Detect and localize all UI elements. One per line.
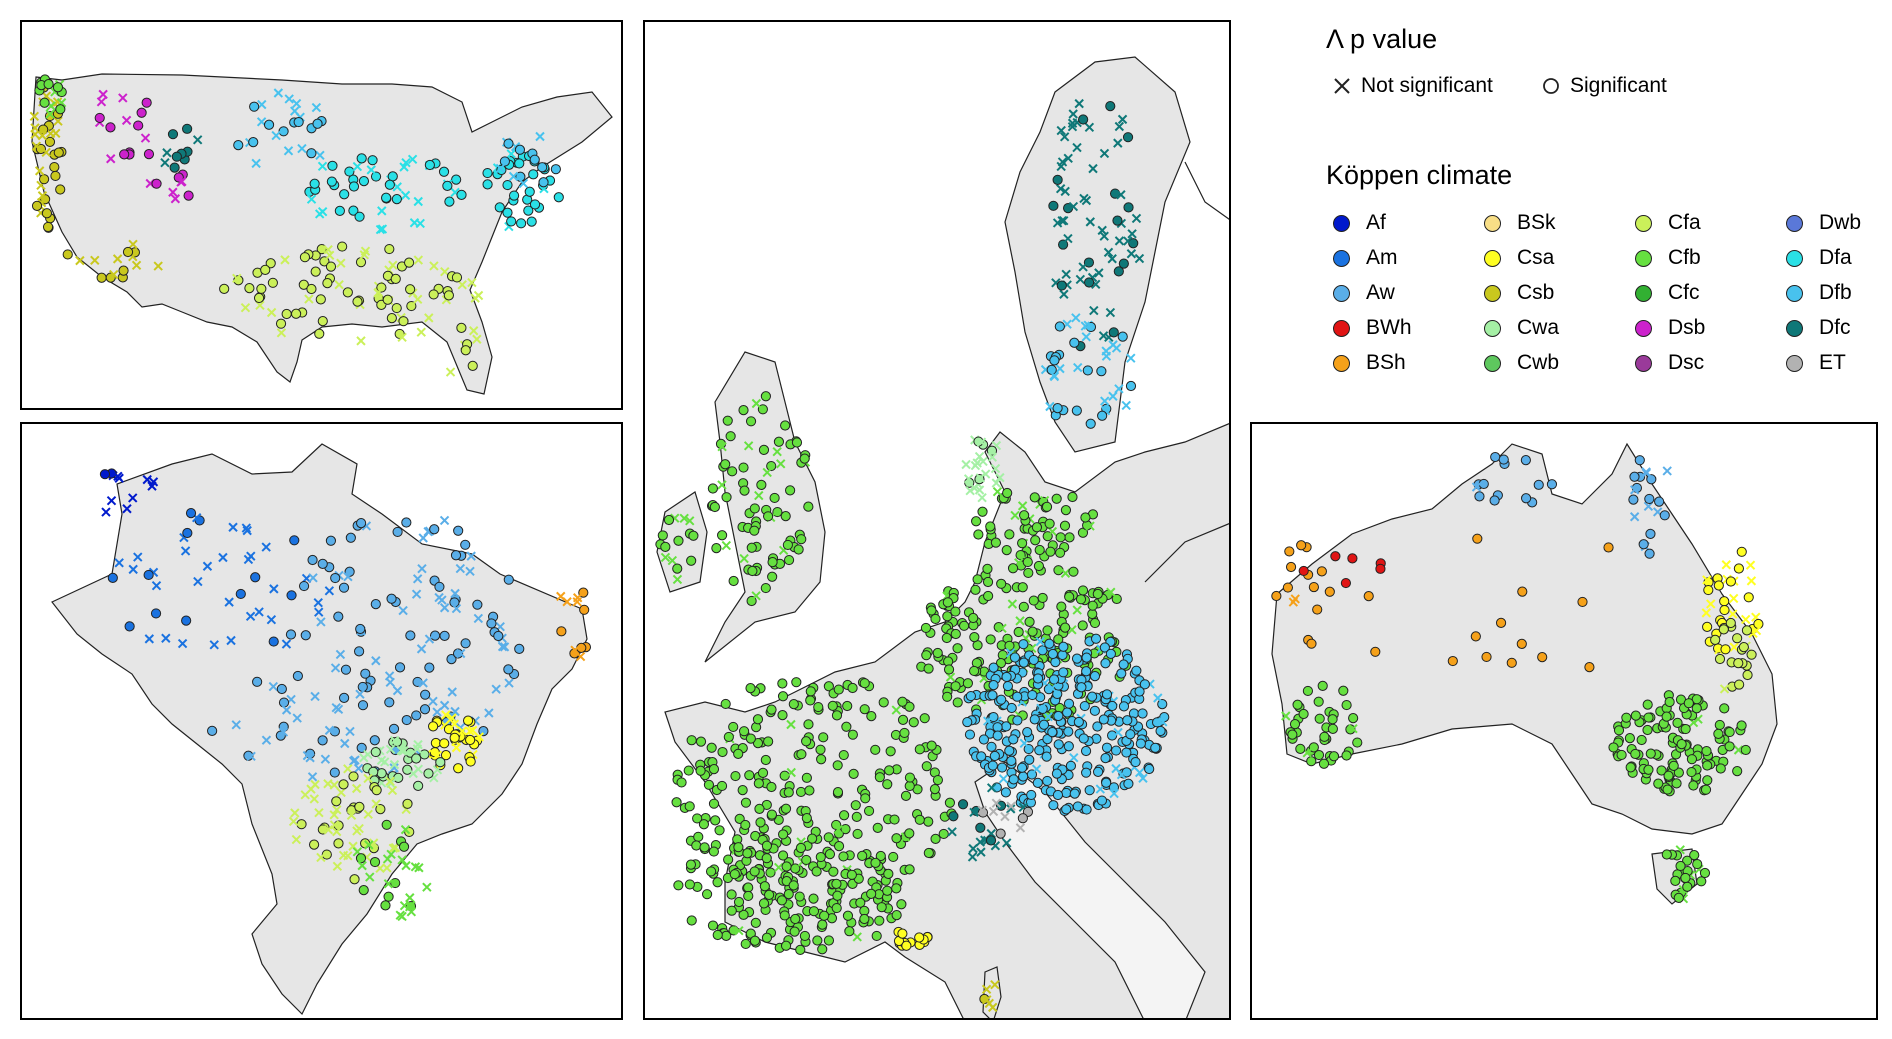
legend-swatch-cfc xyxy=(1635,284,1652,302)
legend-label-aw: Aw xyxy=(1366,281,1395,304)
legend-swatch-cfa xyxy=(1635,214,1652,232)
legend-label-cwa: Cwa xyxy=(1517,316,1560,339)
legend-swatch-dfb xyxy=(1786,284,1803,302)
legend-swatch-dwb xyxy=(1786,214,1803,232)
legend-label-cfb: Cfb xyxy=(1668,246,1701,269)
legend-swatch-bsk xyxy=(1484,214,1501,232)
usa-map xyxy=(29,73,613,395)
legend-swatch-dsc xyxy=(1635,354,1652,372)
legend-label-cfa: Cfa xyxy=(1668,211,1701,234)
cross-icon xyxy=(1334,78,1350,94)
legend-label-csa: Csa xyxy=(1517,246,1555,269)
legend-label-cfc: Cfc xyxy=(1668,281,1700,304)
legend-label-significant: Significant xyxy=(1570,74,1667,97)
legend-swatch-cfb xyxy=(1635,249,1652,267)
legend-swatch-cwa xyxy=(1484,319,1501,337)
legend-item-bsh: BSh xyxy=(1333,351,1473,375)
legend-item-bwh: BWh xyxy=(1333,316,1473,340)
europe-map xyxy=(655,56,1229,1018)
baltic-coast xyxy=(1144,523,1229,583)
legend-swatch-aw xyxy=(1333,284,1350,302)
legend-item-et: ET xyxy=(1786,351,1892,375)
legend-swatch-am xyxy=(1333,249,1350,267)
legend-label-dfc: Dfc xyxy=(1819,316,1851,339)
legend-label-dsc: Dsc xyxy=(1668,351,1705,374)
legend-item-af: Af xyxy=(1333,211,1473,235)
legend-label-af: Af xyxy=(1366,211,1386,234)
circle-icon xyxy=(1543,78,1559,94)
legend-item-aw: Aw xyxy=(1333,281,1473,305)
legend-label-csb: Csb xyxy=(1517,281,1555,304)
legend-label-bsh: BSh xyxy=(1366,351,1406,374)
map-panel-usa xyxy=(20,20,623,410)
legend-label-dfb: Dfb xyxy=(1819,281,1852,304)
legend-label-et: ET xyxy=(1819,351,1846,374)
legend-koppen-title: Köppen climate xyxy=(1326,160,1513,190)
legend-item-not-significant: Not significant xyxy=(1333,74,1493,98)
legend-item-cfa: Cfa xyxy=(1635,211,1775,235)
legend-swatch-et xyxy=(1786,354,1803,372)
legend-swatch-csa xyxy=(1484,249,1501,267)
legend-item-bsk: BSk xyxy=(1484,211,1624,235)
legend-item-csa: Csa xyxy=(1484,246,1624,270)
scandinavia-land xyxy=(1004,56,1191,453)
brazil-map xyxy=(51,443,592,1016)
legend-item-csb: Csb xyxy=(1484,281,1624,305)
legend-label-not-significant: Not significant xyxy=(1361,74,1493,97)
legend-item-cwa: Cwa xyxy=(1484,316,1624,340)
legend-item-significant: Significant xyxy=(1542,74,1667,98)
legend-item-dfc: Dfc xyxy=(1786,316,1892,340)
legend-swatch-bwh xyxy=(1333,319,1350,337)
legend-item-dsc: Dsc xyxy=(1635,351,1775,375)
legend-swatch-dfc xyxy=(1786,319,1803,337)
legend-label-cwb: Cwb xyxy=(1517,351,1560,374)
map-panel-europe xyxy=(643,20,1231,1020)
legend-item-cfb: Cfb xyxy=(1635,246,1775,270)
map-panel-brazil xyxy=(20,422,623,1020)
map-panel-australia xyxy=(1250,422,1878,1020)
legend-item-dwb: Dwb xyxy=(1786,211,1892,235)
legend-swatch-bsh xyxy=(1333,354,1350,372)
legend-label-bwh: BWh xyxy=(1366,316,1412,339)
brazil-land xyxy=(51,443,588,1016)
legend-swatch-dfa xyxy=(1786,249,1803,267)
legend-label-dwb: Dwb xyxy=(1819,211,1862,234)
legend-label-dsb: Dsb xyxy=(1668,316,1706,339)
legend-label-bsk: BSk xyxy=(1517,211,1556,234)
finland-coast xyxy=(1184,161,1229,220)
legend-item-am: Am xyxy=(1333,246,1473,270)
legend-label-am: Am xyxy=(1366,246,1398,269)
legend-p-value-title: Λ p value xyxy=(1326,24,1438,54)
legend-label-dfa: Dfa xyxy=(1819,246,1852,269)
italy-land xyxy=(974,761,1206,1018)
legend-swatch-cwb xyxy=(1484,354,1501,372)
legend-item-dfb: Dfb xyxy=(1786,281,1892,305)
legend-item-dfa: Dfa xyxy=(1786,246,1892,270)
legend-swatch-af xyxy=(1333,214,1350,232)
legend-item-dsb: Dsb xyxy=(1635,316,1775,340)
legend-item-cfc: Cfc xyxy=(1635,281,1775,305)
australia-map xyxy=(1271,442,1778,905)
legend-swatch-csb xyxy=(1484,284,1501,302)
legend-swatch-dsb xyxy=(1635,319,1652,337)
legend-item-cwb: Cwb xyxy=(1484,351,1624,375)
